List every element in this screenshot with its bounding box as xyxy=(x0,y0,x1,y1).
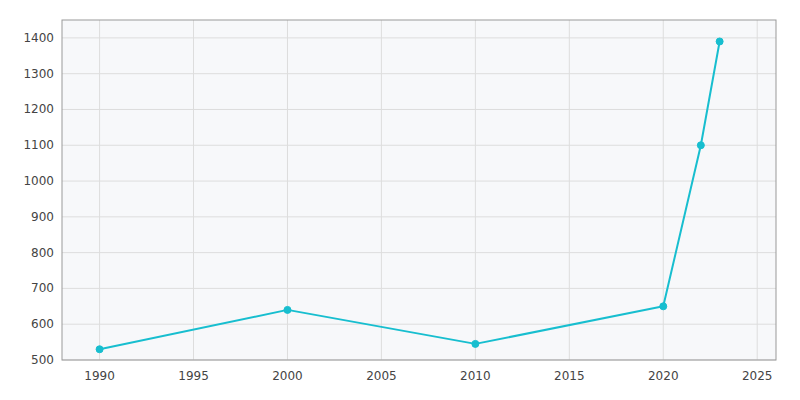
grid xyxy=(62,20,776,360)
x-tick-label: 1995 xyxy=(178,369,209,383)
x-tick-label: 2010 xyxy=(460,369,491,383)
page: 1990 1995 2000 2005 2010 2015 2020 2025 500 600 70… xyxy=(0,0,800,400)
y-grid-line xyxy=(62,216,776,217)
y-tick-label: 1200 xyxy=(23,102,54,116)
data-layer xyxy=(96,38,723,353)
y-tick-label: 600 xyxy=(31,317,54,331)
x-tick-label: 2015 xyxy=(554,369,585,383)
x-grid-line xyxy=(99,20,100,360)
y-tick-label: 500 xyxy=(31,353,54,367)
x-grid-line xyxy=(569,20,570,360)
y-tick-label: 1000 xyxy=(23,174,54,188)
x-tick-label: 2025 xyxy=(742,369,773,383)
chart-container: 1990 1995 2000 2005 2010 2015 2020 2025 500 600 70… xyxy=(0,0,800,400)
point-marker xyxy=(660,303,667,310)
x-grid-line xyxy=(757,20,758,360)
y-grid-line xyxy=(62,324,776,325)
y-grid-line xyxy=(62,73,776,74)
plot-background xyxy=(62,20,776,360)
x-tick-label: 1990 xyxy=(84,369,115,383)
x-tick-label: 2000 xyxy=(272,369,303,383)
y-tick-label: 1400 xyxy=(23,31,54,45)
y-grid-line xyxy=(62,145,776,146)
x-grid-line xyxy=(193,20,194,360)
y-tick-label: 700 xyxy=(31,281,54,295)
y-tick-label: 900 xyxy=(31,210,54,224)
axes: 1990 1995 2000 2005 2010 2015 2020 2025 500 600 70… xyxy=(23,31,772,383)
point-marker xyxy=(716,38,723,45)
y-tick-label: 800 xyxy=(31,246,54,260)
y-grid-line xyxy=(62,37,776,38)
plot-frame xyxy=(62,20,776,360)
point-marker xyxy=(472,340,479,347)
point-marker xyxy=(96,346,103,353)
x-tick-label: 2020 xyxy=(648,369,679,383)
x-tick-label: 2005 xyxy=(366,369,397,383)
y-tick-label: 1100 xyxy=(23,138,54,152)
y-grid-line xyxy=(62,109,776,110)
y-grid-line xyxy=(62,288,776,289)
point-marker xyxy=(284,306,291,313)
y-grid-line xyxy=(62,181,776,182)
x-grid-line xyxy=(381,20,382,360)
x-grid-line xyxy=(475,20,476,360)
y-tick-label: 1300 xyxy=(23,67,54,81)
y-grid-line xyxy=(62,252,776,253)
chart-svg: 1990 1995 2000 2005 2010 2015 2020 2025 500 600 70… xyxy=(0,0,800,400)
point-marker xyxy=(697,142,704,149)
series-line xyxy=(100,41,720,349)
